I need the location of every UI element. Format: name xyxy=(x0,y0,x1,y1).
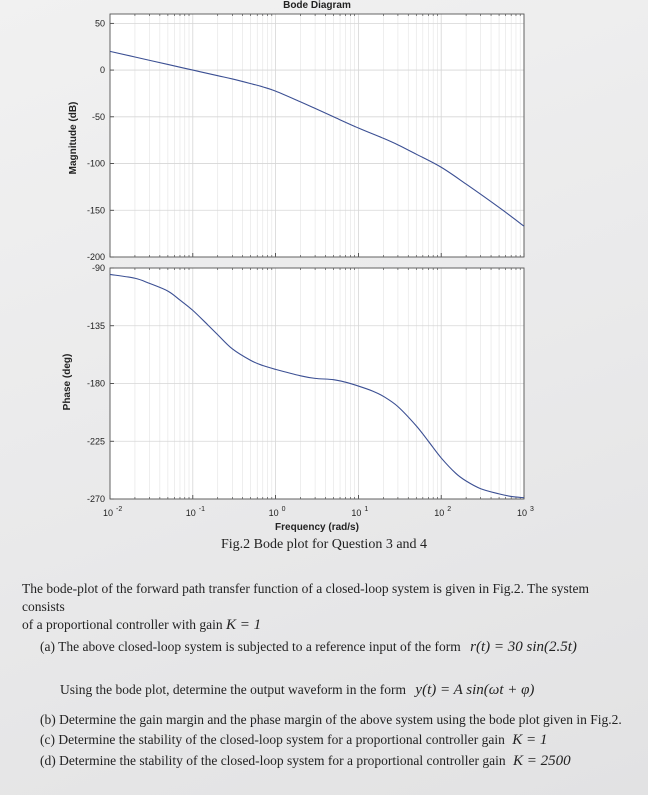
intro-line-2: of a proportional controller with gain xyxy=(22,617,223,632)
magnitude-y-tick-label: -200 xyxy=(87,252,105,262)
x-tick-exponent: 1 xyxy=(364,506,368,513)
figure-caption: Fig.2 Bode plot for Question 3 and 4 xyxy=(220,537,428,552)
x-tick-exponent: 3 xyxy=(530,506,534,513)
question-a-part-2: Using the bode plot, determine the outpu… xyxy=(60,682,534,699)
phase-axis-label: Phase (deg) xyxy=(62,354,73,411)
question-a-input: r(t) = 30 sin(2.5t) xyxy=(470,639,577,655)
question-d-gain: K = 2500 xyxy=(513,753,571,769)
magnitude-series-line xyxy=(109,50,525,227)
bode-diagram: 500-50-100-150-200 -90-135-180-225-27010… xyxy=(62,0,534,533)
question-d-text: (d) Determine the stability of the close… xyxy=(40,753,506,768)
phase-y-tick-label: -270 xyxy=(87,494,105,504)
question-a: (a) The above closed-loop system is subj… xyxy=(40,639,577,656)
x-tick-exponent: 0 xyxy=(282,506,286,513)
phase-y-tick-label: -90 xyxy=(92,263,105,273)
question-a-text: (a) The above closed-loop system is subj… xyxy=(40,639,461,654)
magnitude-axis-label: Magnitude (dB) xyxy=(68,102,79,175)
intro-line-1: The bode-plot of the forward path transf… xyxy=(22,581,589,614)
magnitude-plot-area xyxy=(110,14,524,257)
x-tick-label: 10 xyxy=(186,508,196,518)
magnitude-y-tick-label: 50 xyxy=(95,18,105,28)
phase-series-line xyxy=(109,273,525,499)
question-c: (c) Determine the stability of the close… xyxy=(40,732,547,749)
phase-y-tick-label: -180 xyxy=(87,379,105,389)
chart-title: Bode Diagram xyxy=(283,0,351,11)
magnitude-y-tick-label: 0 xyxy=(100,65,105,75)
intro-gain: K = 1 xyxy=(225,617,262,633)
magnitude-y-tick-label: -150 xyxy=(87,205,105,215)
question-a2-text: Using the bode plot, determine the outpu… xyxy=(60,682,407,697)
question-c-text: (c) Determine the stability of the close… xyxy=(40,732,505,747)
x-tick-exponent: -2 xyxy=(116,506,122,513)
x-tick-label: 10 xyxy=(351,508,361,518)
question-d: (d) Determine the stability of the close… xyxy=(40,753,571,770)
phase-y-tick-label: -225 xyxy=(87,436,105,446)
phase-frame xyxy=(109,267,525,500)
magnitude-y-tick-label: -50 xyxy=(92,112,105,122)
phase-y-tick-label: -135 xyxy=(87,321,105,331)
intro-paragraph: The bode-plot of the forward path transf… xyxy=(22,580,622,634)
x-tick-label: 10 xyxy=(269,508,279,518)
question-b-text: (b) Determine the gain margin and the ph… xyxy=(40,712,622,727)
magnitude-y-tick-label: -100 xyxy=(87,159,105,169)
question-b: (b) Determine the gain margin and the ph… xyxy=(40,712,622,728)
x-axis-label: Frequency (rad/s) xyxy=(275,522,359,533)
x-tick-label: 10 xyxy=(434,508,444,518)
magnitude-frame xyxy=(109,13,525,258)
question-c-gain: K = 1 xyxy=(512,732,548,748)
magnitude-panel: 50 0 -50 -100 -150 -200 xyxy=(87,13,525,262)
x-tick-label: 10 xyxy=(517,508,527,518)
x-tick-exponent: -1 xyxy=(199,506,205,513)
x-tick-exponent: 2 xyxy=(447,506,451,513)
question-a2-form: y(t) = A sin(ωt + φ) xyxy=(415,682,535,698)
x-tick-label: 10 xyxy=(103,508,113,518)
